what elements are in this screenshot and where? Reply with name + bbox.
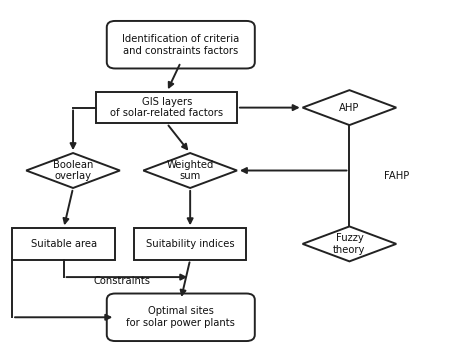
Text: FAHP: FAHP <box>383 171 409 181</box>
Text: GIS layers
of solar-related factors: GIS layers of solar-related factors <box>110 97 223 119</box>
Bar <box>12 228 115 260</box>
Text: Constraints: Constraints <box>94 275 151 285</box>
Text: Suitable area: Suitable area <box>31 239 97 249</box>
Text: Boolean
overlay: Boolean overlay <box>53 160 93 181</box>
Text: Optimal sites
for solar power plants: Optimal sites for solar power plants <box>127 306 235 328</box>
Text: Fuzzy
theory: Fuzzy theory <box>333 233 365 255</box>
Polygon shape <box>302 226 396 261</box>
Text: Weighted
sum: Weighted sum <box>166 160 214 181</box>
Text: Suitability indices: Suitability indices <box>146 239 235 249</box>
Polygon shape <box>302 90 396 125</box>
Polygon shape <box>26 153 120 188</box>
FancyBboxPatch shape <box>107 21 255 69</box>
Bar <box>134 228 246 260</box>
Polygon shape <box>143 153 237 188</box>
Text: Identification of criteria
and constraints factors: Identification of criteria and constrain… <box>122 34 239 55</box>
Text: AHP: AHP <box>339 103 360 113</box>
FancyBboxPatch shape <box>107 294 255 341</box>
Bar <box>97 92 237 123</box>
